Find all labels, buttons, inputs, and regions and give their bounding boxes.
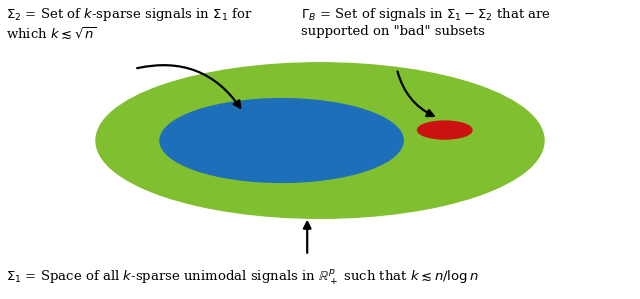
Text: $\Sigma_2$ = Set of $k$-sparse signals in $\Sigma_1$ for
which $k \lesssim \sqrt: $\Sigma_2$ = Set of $k$-sparse signals i… [6,6,253,42]
Ellipse shape [160,99,403,182]
Ellipse shape [417,121,472,139]
Text: $\Gamma_B$ = Set of signals in $\Sigma_1 - \Sigma_2$ that are
supported on "bad": $\Gamma_B$ = Set of signals in $\Sigma_1… [301,6,551,38]
Ellipse shape [96,63,544,218]
Text: $\Sigma_1$ = Space of all $k$-sparse unimodal signals in $\mathbb{R}_+^p$ such t: $\Sigma_1$ = Space of all $k$-sparse uni… [6,269,479,287]
